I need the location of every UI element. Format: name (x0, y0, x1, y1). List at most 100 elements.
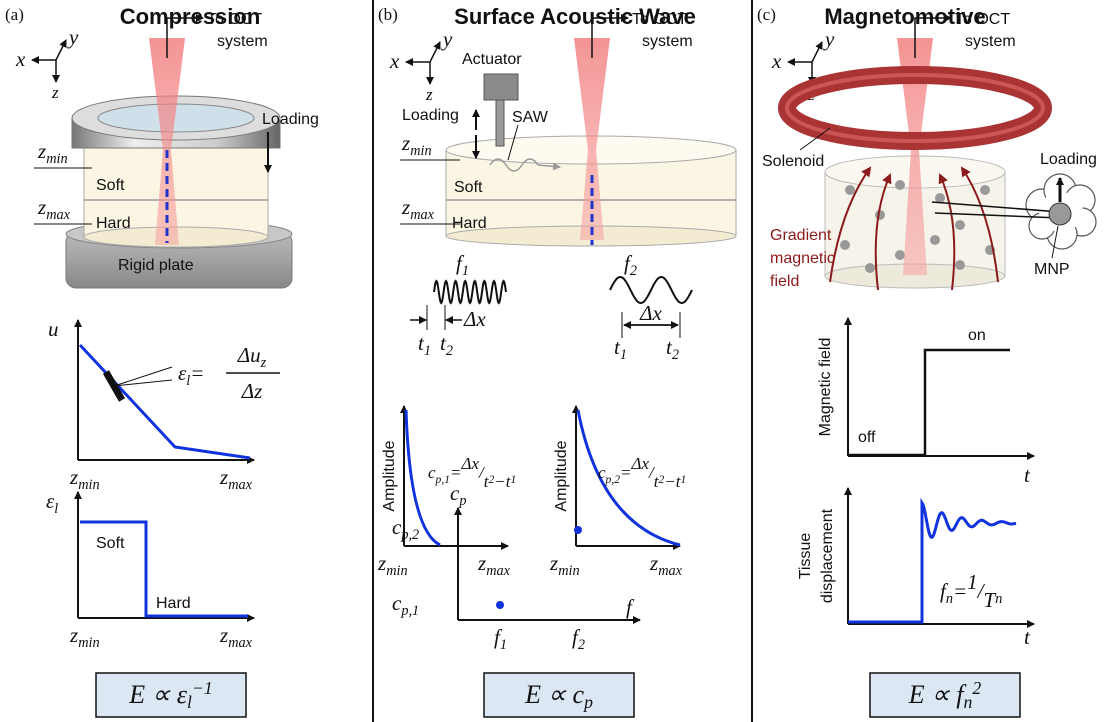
math-part: − (664, 472, 675, 491)
label: Tissue (797, 533, 814, 580)
math-part: z (37, 139, 46, 163)
label: magnetic (770, 250, 835, 267)
math-label: f1 (456, 251, 469, 279)
wave (434, 281, 506, 303)
label: displacement (819, 508, 836, 603)
label: off (858, 429, 876, 446)
math-label: f1 (494, 625, 507, 653)
label: z (425, 85, 433, 104)
math-label: zmax (219, 623, 253, 651)
math-label: εl (46, 489, 58, 517)
label: Loading (1040, 151, 1097, 168)
math-part: = (620, 463, 631, 482)
math-label: t2 (440, 331, 453, 359)
label: system (217, 33, 268, 50)
math-part: z (69, 465, 78, 489)
math-part: z (477, 551, 486, 575)
math-part: n (995, 591, 1002, 607)
line (430, 42, 440, 62)
math-part: 1 (620, 347, 627, 363)
math-part: z (69, 623, 78, 647)
label: Δx (639, 301, 662, 325)
label: Soft (454, 179, 483, 196)
math-part: p,2 (605, 473, 621, 486)
math-part: z (549, 551, 558, 575)
math-part: min (410, 143, 431, 159)
point (496, 601, 504, 609)
math-part: p (582, 692, 593, 712)
label: Δz (241, 379, 263, 403)
math-part: 2 (446, 343, 453, 359)
math-part: 1 (967, 570, 978, 594)
math-label: cp,2=Δx/t2−t1 (598, 454, 686, 491)
math-part: min (558, 563, 579, 579)
math-label: cp,1 (392, 591, 419, 619)
nanoparticle (955, 260, 965, 270)
math-part: l (54, 501, 58, 517)
label: Actuator (462, 51, 522, 68)
label: Soft (96, 177, 125, 194)
curve (80, 345, 250, 458)
label: t (1024, 625, 1031, 649)
math-part: min (386, 563, 407, 579)
math-label: t1 (418, 331, 431, 359)
math-part: 1 (510, 473, 516, 486)
figure: (a)Compression(b)Surface Acoustic Wave(c… (0, 0, 1110, 722)
math-part: min (46, 151, 67, 167)
math-part: 1 (680, 473, 686, 486)
math-part: max (228, 477, 252, 493)
math-label: zmax (37, 195, 71, 223)
math-label: zmax (477, 551, 511, 579)
math-label: zmax (401, 195, 435, 223)
math-part: E ∝ (908, 680, 956, 709)
math-part: Δx (630, 454, 649, 473)
math-part: = (953, 579, 967, 603)
actuator-rod (496, 100, 504, 146)
label: SAW (512, 109, 549, 126)
label: Magnetic field (817, 338, 834, 437)
label: To OCT (955, 11, 1010, 28)
label: system (642, 33, 693, 50)
math-label: zmin (377, 551, 408, 579)
label: on (968, 327, 986, 344)
math-label: Δuz (237, 343, 267, 371)
label: t (1024, 463, 1031, 487)
line (56, 40, 66, 60)
label: u (48, 317, 59, 341)
math-label: cp,2 (392, 515, 419, 543)
label: (b) (378, 5, 398, 24)
label: system (965, 33, 1016, 50)
math-part: 1 (462, 263, 469, 279)
math-part: max (410, 207, 434, 223)
math-label: zmax (649, 551, 683, 579)
nanoparticle (895, 180, 905, 190)
point (574, 526, 582, 534)
math-part: max (228, 635, 252, 651)
math-label: f2 (624, 251, 637, 279)
math-part: E ∝ (524, 680, 572, 709)
math-label: t2 (666, 335, 679, 363)
math-part: c (573, 680, 585, 709)
math-part: p,2 (400, 527, 419, 543)
math-part: min (78, 635, 99, 651)
nanoparticle (935, 193, 945, 203)
math-part: E ∝ (128, 680, 176, 709)
math-part: p,1 (435, 473, 450, 486)
label: Hard (156, 595, 191, 612)
label: Soft (96, 535, 125, 552)
label: Hard (96, 215, 131, 232)
math-label: zmin (37, 139, 68, 167)
nanoparticle (865, 263, 875, 273)
actuator (484, 74, 518, 100)
math-label: cp (450, 481, 466, 509)
math-label: fn=1/Tn (940, 570, 1002, 612)
math-label: zmin (69, 465, 100, 493)
label: Amplitude (381, 440, 398, 511)
math-part: 1 (424, 343, 431, 359)
math-label: cp,1=Δx/t2−t1 (428, 454, 516, 491)
nanoparticle (895, 250, 905, 260)
math-label: zmax (219, 465, 253, 493)
label: x (15, 47, 26, 71)
math-part: 2 (630, 263, 637, 279)
label: y (67, 25, 79, 49)
